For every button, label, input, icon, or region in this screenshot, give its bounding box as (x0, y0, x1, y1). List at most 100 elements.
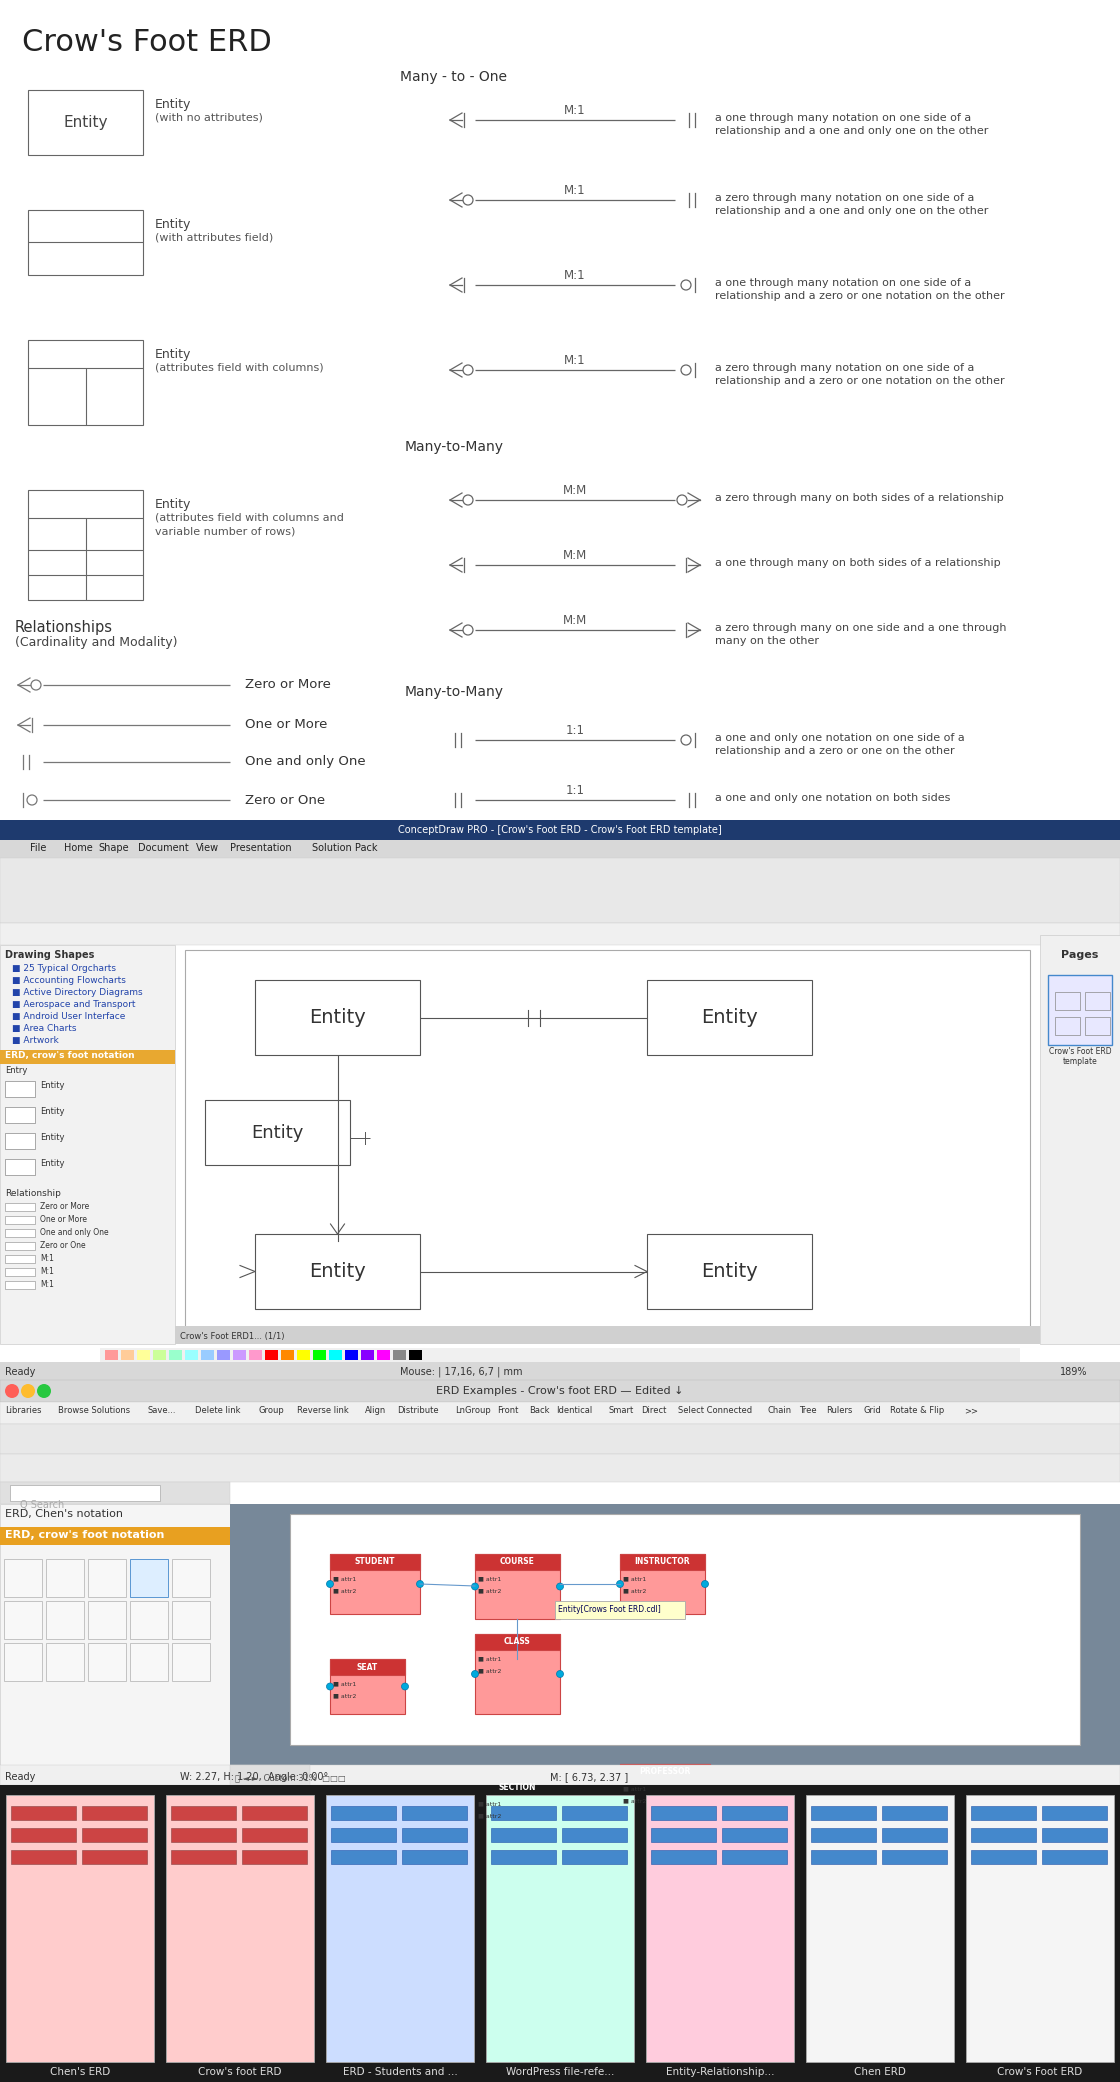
Bar (88, 1643, 125, 1680)
Text: many on the other: many on the other (715, 635, 819, 645)
Text: relationship and a zero or one notation on the other: relationship and a zero or one notation … (715, 291, 1005, 302)
Bar (486, 1795, 634, 2061)
Text: WordPress file-refe...: WordPress file-refe... (506, 2067, 614, 2078)
Circle shape (557, 1670, 563, 1678)
Text: CLASS: CLASS (504, 1639, 531, 1647)
Bar (1042, 1805, 1107, 1820)
Text: Entity: Entity (309, 1262, 366, 1280)
Bar (130, 1601, 168, 1639)
Bar (811, 1851, 876, 1863)
Bar (171, 1805, 236, 1820)
Text: (attributes field with columns): (attributes field with columns) (155, 362, 324, 373)
Text: Front: Front (497, 1405, 519, 1416)
Bar (4, 1601, 43, 1639)
Bar (620, 1553, 704, 1614)
Text: >>: >> (964, 1405, 978, 1416)
Bar (82, 1805, 147, 1820)
Bar (175, 1326, 1040, 1345)
Bar (0, 1049, 175, 1064)
Text: ERD, Chen's notation: ERD, Chen's notation (4, 1509, 123, 1520)
Circle shape (557, 1803, 563, 1809)
Bar (491, 1851, 556, 1863)
Bar (28, 339, 143, 425)
Bar (0, 1380, 1120, 1401)
Text: One and only One: One and only One (40, 1228, 109, 1237)
Text: ■ Active Directory Diagrams: ■ Active Directory Diagrams (12, 989, 142, 997)
Bar (130, 1559, 168, 1597)
Bar (330, 1553, 420, 1570)
Bar (722, 1828, 787, 1843)
Bar (1042, 1828, 1107, 1843)
Bar (475, 1634, 560, 1651)
Text: M:1: M:1 (564, 269, 586, 281)
Text: (attributes field with columns and: (attributes field with columns and (155, 512, 344, 523)
Bar (971, 1805, 1036, 1820)
Text: (with no attributes): (with no attributes) (155, 112, 263, 123)
Circle shape (327, 1580, 334, 1586)
Text: ■ attr1: ■ attr1 (333, 1680, 356, 1686)
Bar (651, 1805, 716, 1820)
Bar (172, 1643, 211, 1680)
Bar (475, 1634, 560, 1713)
Bar (88, 1601, 125, 1639)
Bar (332, 1851, 396, 1863)
Text: Entity: Entity (40, 1081, 65, 1091)
Bar (402, 1805, 467, 1820)
Text: Mouse: | 17,16, 6,7 | mm: Mouse: | 17,16, 6,7 | mm (400, 1366, 523, 1376)
Bar (330, 1659, 405, 1713)
Bar (0, 858, 1120, 922)
Bar (811, 1828, 876, 1843)
Text: ■ Accounting Flowcharts: ■ Accounting Flowcharts (12, 976, 125, 985)
Text: Entity: Entity (701, 1262, 758, 1280)
Text: M:M: M:M (563, 550, 587, 562)
Text: M: [ 6.73, 2.37 ]: M: [ 6.73, 2.37 ] (550, 1772, 628, 1782)
Bar (345, 1349, 358, 1360)
Text: Entity: Entity (251, 1124, 304, 1141)
Bar (6, 1795, 153, 2061)
Circle shape (707, 1793, 713, 1801)
Text: One and only One: One and only One (245, 756, 365, 768)
Text: Direct: Direct (641, 1405, 666, 1416)
Text: Crow's Foot ERD: Crow's Foot ERD (22, 27, 272, 56)
Bar (46, 1601, 84, 1639)
Text: 1:1: 1:1 (566, 785, 585, 797)
Bar (646, 1795, 794, 2061)
Text: ■ 25 Typical Orgcharts: ■ 25 Typical Orgcharts (12, 964, 116, 972)
Bar (10, 1484, 160, 1501)
Bar (620, 1553, 704, 1570)
Bar (137, 1349, 150, 1360)
Text: File: File (30, 843, 46, 854)
Text: ■ attr1: ■ attr1 (333, 1576, 356, 1580)
Text: Document: Document (138, 843, 189, 854)
Text: SECTION: SECTION (498, 1782, 536, 1791)
Circle shape (472, 1670, 478, 1678)
Bar (0, 839, 1120, 858)
Bar (0, 820, 1120, 839)
Bar (233, 1349, 246, 1360)
Text: One or More: One or More (245, 718, 327, 731)
Bar (402, 1828, 467, 1843)
Text: Zero or More: Zero or More (40, 1201, 90, 1212)
Bar (1055, 991, 1080, 1010)
Circle shape (21, 1385, 35, 1397)
Text: Crow's foot ERD: Crow's foot ERD (198, 2067, 282, 2078)
Bar (651, 1828, 716, 1843)
Bar (409, 1349, 422, 1360)
Bar (971, 1828, 1036, 1843)
Bar (1042, 1851, 1107, 1863)
Text: Chain: Chain (767, 1405, 792, 1416)
Text: Entity: Entity (40, 1160, 65, 1168)
Bar (722, 1805, 787, 1820)
Bar (562, 1851, 627, 1863)
Bar (11, 1805, 76, 1820)
Bar (883, 1805, 948, 1820)
Circle shape (616, 1793, 624, 1801)
Bar (562, 1805, 627, 1820)
Text: COURSE: COURSE (500, 1557, 535, 1566)
Text: 1:1: 1:1 (566, 725, 585, 737)
Text: Entry: Entry (4, 1066, 27, 1074)
Text: ■ Area Charts: ■ Area Charts (12, 1024, 76, 1033)
Bar (28, 90, 143, 154)
Text: Relationships: Relationships (15, 620, 113, 635)
Bar (82, 1828, 147, 1843)
